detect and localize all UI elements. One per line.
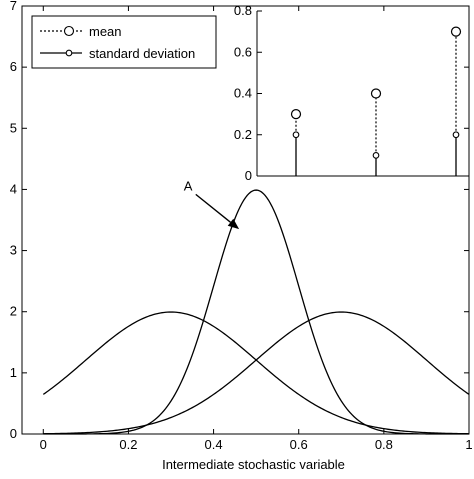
x-tick-label: 0.8	[375, 437, 393, 452]
density-curve	[42, 311, 470, 435]
legend-label: standard deviation	[89, 46, 195, 61]
std-marker	[452, 131, 460, 139]
legend-box	[31, 15, 217, 69]
std-marker	[372, 152, 380, 159]
mean-marker	[370, 88, 382, 99]
y-tick-label: 7	[10, 0, 17, 13]
main-plot: 0 1 2 3 4 5 6 7 0 0.2 0.4 0.6 0.8 1 Intermediate sto…	[10, 0, 473, 472]
annotation-arrow-head	[227, 218, 240, 230]
y-tick-label: 1	[10, 365, 17, 380]
legend-marker	[65, 49, 73, 57]
x-tick-label: 0.4	[205, 437, 223, 452]
y-tick-label: 0	[10, 426, 17, 441]
mean-marker	[450, 26, 462, 37]
main-plot-frame	[21, 5, 470, 435]
inset-y-tick-label: 0.6	[234, 44, 252, 59]
y-tick-label: 5	[10, 120, 17, 135]
std-marker	[292, 131, 300, 139]
annotation-label: A	[184, 178, 193, 193]
x-tick-label: 0	[40, 437, 47, 452]
x-tick-label: 1	[465, 437, 472, 452]
density-curve	[43, 189, 469, 435]
legend: mean standard deviation	[31, 15, 217, 69]
x-axis-ticks: 0 0.2 0.4 0.6 0.8 1	[40, 6, 473, 452]
y-tick-label: 4	[10, 181, 17, 196]
inset-plot: 0 0.2 0.4 0.6 0.8	[234, 3, 469, 183]
x-axis-label: Intermediate stochastic variable	[162, 457, 345, 472]
legend-entries: mean standard deviation	[40, 24, 195, 61]
density-curve	[43, 311, 470, 435]
legend-marker	[63, 25, 75, 37]
inset-y-tick-label: 0.2	[234, 127, 252, 142]
y-tick-label: 6	[10, 59, 17, 74]
y-tick-label: 2	[10, 304, 17, 319]
inset-y-tick-label: 0.8	[234, 3, 252, 18]
annotation-a: A	[184, 178, 240, 230]
x-tick-label: 0.2	[119, 437, 137, 452]
y-axis-ticks: 0 1 2 3 4 5 6 7	[10, 0, 469, 441]
inset-y-axis-ticks: 0 0.2 0.4 0.6 0.8	[234, 3, 469, 183]
annotation-arrow-line	[195, 193, 231, 223]
mean-marker	[290, 109, 302, 120]
y-tick-label: 3	[10, 243, 17, 258]
inset-stems	[290, 26, 462, 176]
inset-y-tick-label: 0	[245, 168, 252, 183]
x-tick-label: 0.6	[290, 437, 308, 452]
legend-label: mean	[89, 24, 122, 39]
density-curves	[42, 189, 470, 435]
inset-y-tick-label: 0.4	[234, 86, 252, 101]
